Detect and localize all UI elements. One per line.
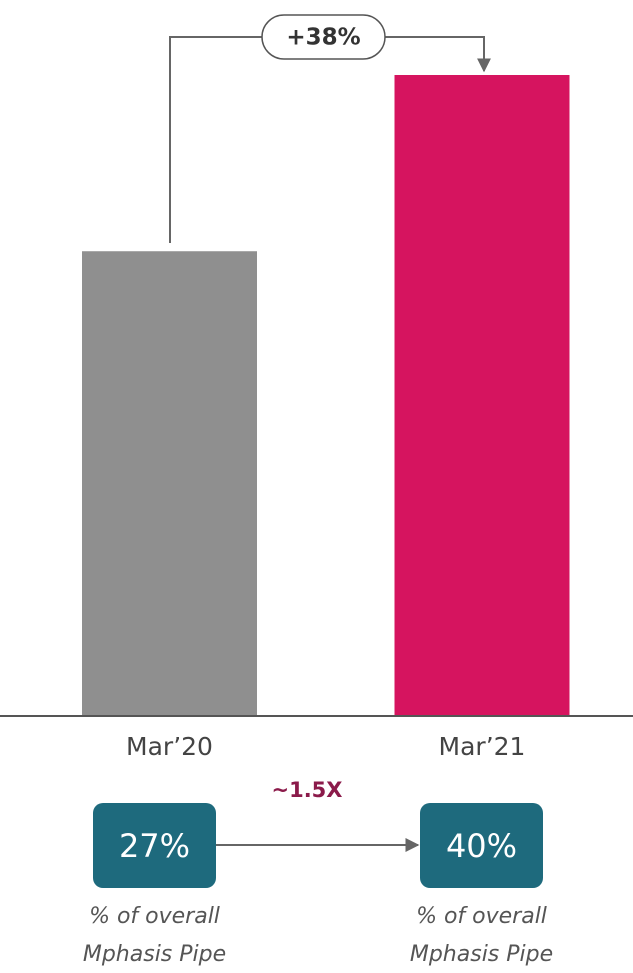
share-caption: % of overall — [89, 904, 220, 929]
growth-label: +38% — [286, 25, 360, 51]
multiplier-label: ~1.5X — [272, 778, 343, 802]
x-tick-label: Mar’21 — [439, 732, 526, 761]
share-label: 27% — [119, 827, 190, 865]
x-tick-label: Mar’20 — [126, 732, 213, 761]
bar — [394, 75, 570, 715]
share-caption: % of overall — [416, 904, 547, 929]
connector — [385, 36, 491, 73]
share-caption: Mphasis Pipe — [410, 942, 553, 967]
bar — [82, 251, 257, 716]
share-box — [420, 803, 543, 888]
share-label: 40% — [446, 827, 517, 865]
growth-pill — [261, 14, 386, 60]
share-caption: Mphasis Pipe — [83, 942, 226, 967]
connector — [169, 36, 262, 243]
share-box — [93, 803, 216, 888]
